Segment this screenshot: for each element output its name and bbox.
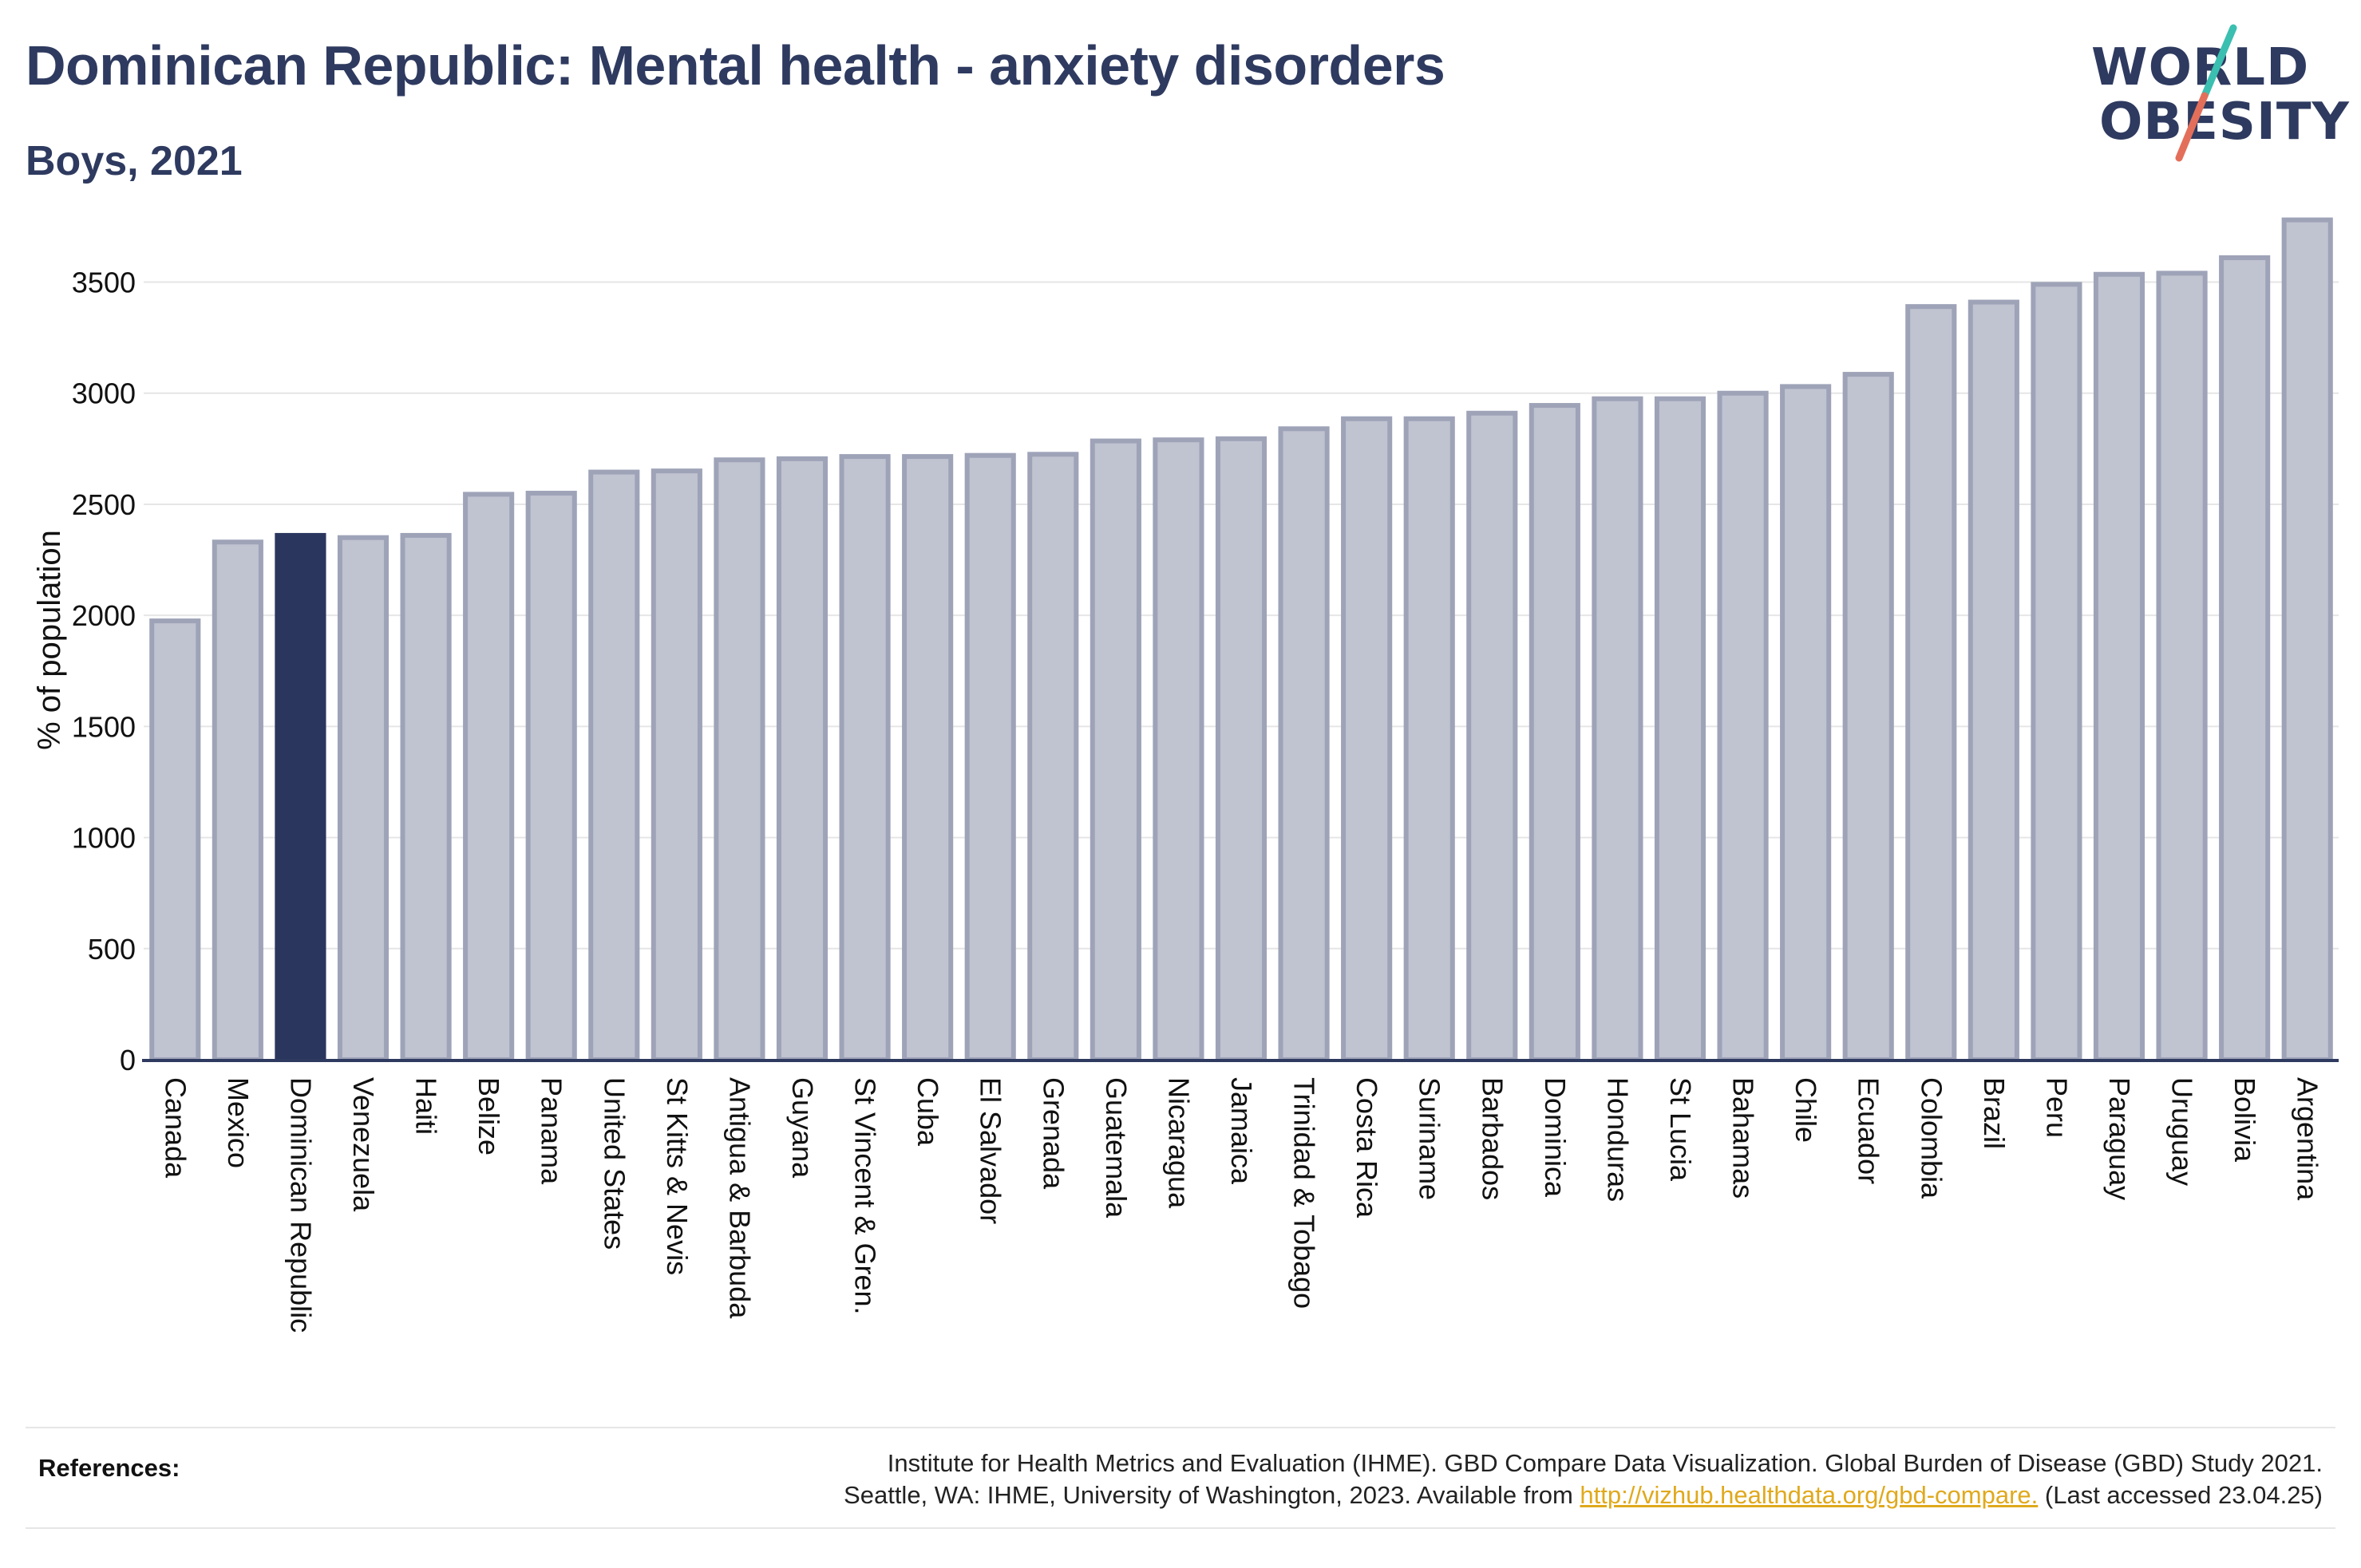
x-tick-label: Bahamas bbox=[1727, 1077, 1760, 1199]
x-tick-label: Colombia bbox=[1915, 1077, 1948, 1199]
bar bbox=[2093, 271, 2145, 1063]
y-tick-label: 3000 bbox=[72, 377, 136, 410]
x-tick-label: St Vincent & Gren. bbox=[849, 1077, 882, 1315]
y-tick-label: 2500 bbox=[72, 488, 136, 521]
page-title: Dominican Republic: Mental health - anxi… bbox=[26, 34, 1445, 97]
x-tick-label: Suriname bbox=[1414, 1077, 1446, 1200]
bar bbox=[275, 532, 326, 1062]
references-text: Institute for Health Metrics and Evaluat… bbox=[844, 1448, 2323, 1511]
bar bbox=[1780, 384, 1832, 1062]
world-obesity-logo: WORLD OBESITY bbox=[2075, 24, 2350, 168]
x-tick-label: Ecuador bbox=[1853, 1077, 1885, 1184]
x-tick-label: Peru bbox=[2040, 1077, 2073, 1138]
reference-link[interactable]: http://vizhub.healthdata.org/gbd-compare… bbox=[1580, 1481, 2039, 1509]
x-tick-label: El Salvador bbox=[975, 1077, 1007, 1224]
bar bbox=[2281, 217, 2333, 1062]
x-tick-label: Haiti bbox=[410, 1077, 443, 1135]
x-tick-label: Panama bbox=[536, 1077, 568, 1185]
bar-chart: 0 500 1000 1500 2000 2500 3000 3500 Canada Mexic… bbox=[32, 217, 2339, 1333]
x-tick-label: Antigua & Barbuda bbox=[723, 1077, 756, 1319]
x-tick-label: Dominica bbox=[1539, 1077, 1572, 1198]
bar bbox=[1278, 426, 1330, 1062]
bar bbox=[400, 532, 452, 1062]
x-tick-label: Nicaragua bbox=[1162, 1077, 1195, 1209]
reference-line-2-prefix: Seattle, WA: IHME, University of Washing… bbox=[844, 1481, 1580, 1509]
x-tick-label: Brazil bbox=[1978, 1077, 2011, 1149]
y-tick-label: 0 bbox=[120, 1044, 136, 1076]
bar bbox=[337, 535, 390, 1062]
bar bbox=[651, 468, 702, 1062]
x-tick-label: Paraguay bbox=[2103, 1077, 2136, 1200]
bar bbox=[1403, 416, 1455, 1062]
bar bbox=[1717, 390, 1769, 1063]
x-tick-label: Guyana bbox=[786, 1077, 819, 1179]
bar bbox=[902, 454, 954, 1062]
x-tick-label: Cuba bbox=[912, 1077, 944, 1147]
bar bbox=[1905, 304, 1957, 1062]
x-tick-label: Dominican Republic bbox=[284, 1077, 317, 1333]
x-tick-label: St Kitts & Nevis bbox=[661, 1077, 694, 1275]
bar bbox=[2031, 282, 2082, 1062]
x-tick-label: Belize bbox=[473, 1077, 505, 1155]
bar bbox=[2219, 255, 2271, 1062]
bar bbox=[1027, 452, 1079, 1062]
page-subtitle: Boys, 2021 bbox=[26, 138, 243, 184]
bar bbox=[839, 454, 891, 1062]
bar bbox=[1215, 436, 1268, 1062]
bar bbox=[1654, 396, 1706, 1062]
bar bbox=[149, 618, 201, 1062]
reference-line-2: Seattle, WA: IHME, University of Washing… bbox=[844, 1479, 2323, 1511]
x-tick-label: Grenada bbox=[1037, 1077, 1070, 1190]
bar bbox=[1529, 403, 1580, 1062]
reference-line-2-suffix: (Last accessed 23.04.25) bbox=[2038, 1481, 2323, 1509]
references-label: References: bbox=[38, 1454, 180, 1482]
x-tick-label: Canada bbox=[159, 1077, 192, 1179]
x-tick-label: Costa Rica bbox=[1351, 1077, 1383, 1218]
x-tick-label: Mexico bbox=[222, 1077, 255, 1168]
bar bbox=[463, 492, 515, 1062]
y-tick-label: 2000 bbox=[72, 599, 136, 632]
bar bbox=[1153, 437, 1204, 1062]
x-tick-labels: Canada Mexico Dominican Republic Venezuela H… bbox=[159, 1077, 2323, 1333]
x-tick-label: Jamaica bbox=[1225, 1077, 1258, 1185]
x-tick-label: Guatemala bbox=[1100, 1077, 1133, 1218]
bar bbox=[714, 457, 765, 1062]
bar bbox=[525, 491, 577, 1062]
bar bbox=[776, 456, 829, 1062]
x-tick-label: Honduras bbox=[1601, 1077, 1634, 1202]
bar bbox=[1968, 299, 2019, 1062]
bar bbox=[1090, 438, 1141, 1062]
y-tick-label: 1500 bbox=[72, 710, 136, 743]
x-tick-label: Bolivia bbox=[2229, 1077, 2261, 1163]
logo-line-2: OBESITY bbox=[2099, 93, 2350, 152]
y-axis-label: % of population bbox=[32, 530, 67, 750]
y-tick-label: 500 bbox=[88, 933, 136, 966]
bar bbox=[588, 469, 640, 1062]
x-tick-label: Venezuela bbox=[347, 1077, 380, 1212]
bar bbox=[1842, 372, 1894, 1062]
x-tick-label: St Lucia bbox=[1664, 1077, 1697, 1182]
bar bbox=[1592, 396, 1643, 1062]
references-section: References: Institute for Health Metrics… bbox=[26, 1427, 2335, 1529]
logo-line-1: WORLD bbox=[2091, 38, 2310, 97]
x-tick-label: Uruguay bbox=[2166, 1077, 2199, 1186]
reference-line-1: Institute for Health Metrics and Evaluat… bbox=[887, 1449, 2323, 1477]
x-tick-label: Trinidad & Tobago bbox=[1288, 1077, 1321, 1309]
bar bbox=[212, 539, 263, 1062]
y-tick-labels: 0 500 1000 1500 2000 2500 3000 3500 bbox=[72, 267, 136, 1076]
bars bbox=[149, 217, 2333, 1063]
bar bbox=[1341, 416, 1393, 1062]
x-tick-label: United States bbox=[598, 1077, 631, 1250]
y-tick-label: 1000 bbox=[72, 822, 136, 855]
x-tick-label: Barbados bbox=[1476, 1077, 1509, 1200]
logo-slash-icon bbox=[2175, 24, 2237, 162]
bar bbox=[1466, 410, 1518, 1062]
bar bbox=[964, 452, 1016, 1062]
x-tick-label: Argentina bbox=[2292, 1077, 2324, 1201]
y-tick-label: 3500 bbox=[72, 267, 136, 299]
bar bbox=[2156, 271, 2208, 1062]
x-tick-label: Chile bbox=[1790, 1077, 1822, 1143]
